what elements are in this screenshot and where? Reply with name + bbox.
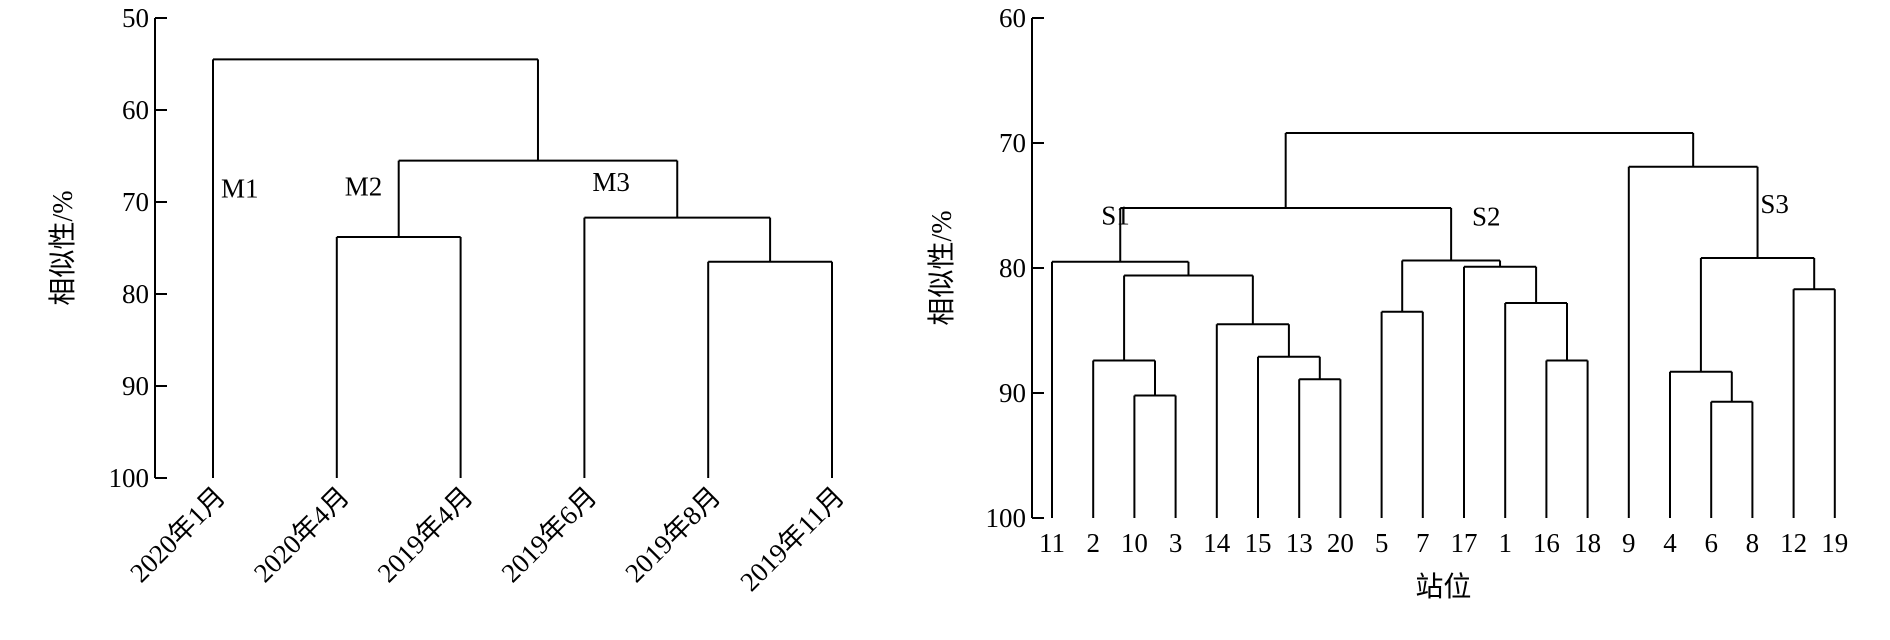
cluster-label: S1 xyxy=(1101,200,1130,230)
leaf-label: 20 xyxy=(1327,528,1354,558)
leaf-label: 13 xyxy=(1286,528,1313,558)
leaf-label: 8 xyxy=(1746,528,1760,558)
leaf-label: 10 xyxy=(1121,528,1148,558)
y-tick-label: 60 xyxy=(122,95,149,125)
leaf-label: 4 xyxy=(1663,528,1677,558)
leaf-label: 16 xyxy=(1533,528,1560,558)
y-tick-label: 90 xyxy=(122,371,149,401)
y-tick-label: 70 xyxy=(999,128,1026,158)
y-tick-label: 50 xyxy=(122,3,149,33)
leaf-label: 17 xyxy=(1451,528,1478,558)
leaf-label: 19 xyxy=(1821,528,1848,558)
cluster-label: M1 xyxy=(221,173,259,203)
cluster-label: M3 xyxy=(592,167,630,197)
leaf-label: 9 xyxy=(1622,528,1636,558)
y-axis-title: 相似性/% xyxy=(47,190,79,305)
cluster-label: S2 xyxy=(1472,202,1501,232)
leaf-label: 11 xyxy=(1039,528,1065,558)
leaf-label: 1 xyxy=(1498,528,1512,558)
leaf-label: 7 xyxy=(1416,528,1430,558)
leaf-label: 18 xyxy=(1574,528,1601,558)
y-axis-title: 相似性/% xyxy=(926,210,958,325)
leaf-label: 6 xyxy=(1704,528,1718,558)
leaf-label: 2020年1月 xyxy=(124,481,231,588)
y-tick-label: 70 xyxy=(122,187,149,217)
x-axis-title: 站位 xyxy=(1415,571,1471,603)
leaf-label: 2020年4月 xyxy=(248,481,355,588)
cluster-label: S3 xyxy=(1760,189,1789,219)
y-tick-label: 100 xyxy=(986,503,1027,533)
leaf-label: 15 xyxy=(1245,528,1272,558)
y-tick-label: 90 xyxy=(999,378,1026,408)
cluster-label: M2 xyxy=(345,172,383,202)
leaf-label: 2 xyxy=(1086,528,1100,558)
y-tick-label: 80 xyxy=(999,253,1026,283)
leaf-label: 2019年4月 xyxy=(372,481,479,588)
leaf-label: 14 xyxy=(1203,528,1231,558)
leaf-label: 12 xyxy=(1780,528,1807,558)
leaf-label: 2019年11月 xyxy=(734,481,850,597)
leaf-label: 2019年6月 xyxy=(496,481,603,588)
leaf-label: 2019年8月 xyxy=(619,481,726,588)
y-tick-label: 80 xyxy=(122,279,149,309)
y-tick-label: 100 xyxy=(109,463,150,493)
leaf-label: 5 xyxy=(1375,528,1389,558)
y-tick-label: 60 xyxy=(999,3,1026,33)
leaf-label: 3 xyxy=(1169,528,1183,558)
